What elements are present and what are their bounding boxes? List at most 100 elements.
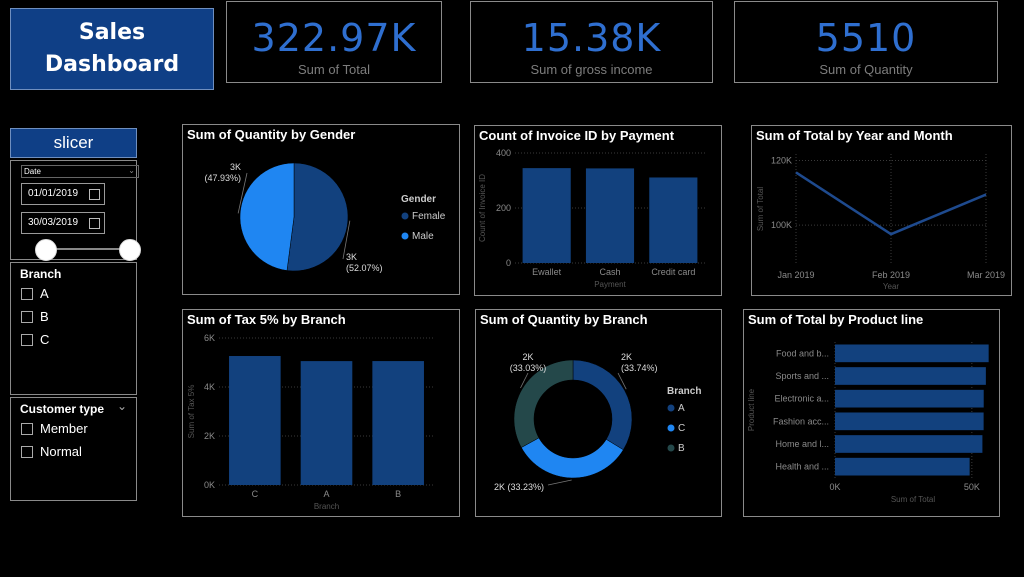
y-tick-label: 6K [204, 333, 215, 343]
customer-type-filter: Customer type ⌄ Member Normal [10, 397, 137, 501]
x-tick-label: Credit card [651, 267, 695, 277]
x-tick-label: Ewallet [532, 267, 562, 277]
date-field-label: Date [24, 167, 41, 176]
legend-label-b: B [678, 443, 685, 454]
bar-b [372, 361, 424, 485]
branch-filter-title: Branch [20, 267, 62, 281]
date-range-end-handle[interactable] [119, 239, 141, 261]
branch-c-label[interactable]: C [40, 332, 50, 347]
pie-slice-female [286, 162, 349, 272]
date-range-track[interactable] [45, 248, 129, 250]
branch-filter: Branch A B C [10, 262, 137, 395]
bar-product-3 [835, 412, 984, 431]
data-label-b: 2K (33.03%) [510, 352, 547, 373]
x-tick-label: B [395, 489, 401, 499]
start-date-input[interactable]: 01/01/2019 [21, 183, 105, 205]
x-axis-label: Sum of Total [891, 495, 936, 504]
date-range-start-handle[interactable] [35, 239, 57, 261]
bar-product-5 [835, 457, 970, 476]
bar-ewallet [522, 168, 571, 263]
payment-bar-panel[interactable]: Count of Invoice ID by Payment 0 200 400 Ew… [474, 125, 722, 296]
branch-b-checkbox[interactable] [21, 311, 33, 323]
pie-slice-a [572, 359, 633, 451]
y-axis-label: Product line [747, 388, 756, 431]
data-label-leader [237, 172, 248, 214]
tax-bar-chart[interactable]: 0K 2K 4K 6K C A B Branch Sum of Tax 5% [183, 310, 459, 516]
date-slicer: Date ⌄ 01/01/2019 30/03/2019 [10, 160, 141, 261]
legend-label-male: Male [412, 231, 434, 242]
branch-donut-panel[interactable]: Sum of Quantity by Branch 2K (33.74%) 2K (… [475, 309, 722, 517]
bar-product-2 [835, 389, 984, 408]
legend-marker-female [401, 212, 409, 220]
bar-cash [585, 168, 635, 263]
pie-slice-b [513, 359, 574, 448]
calendar-icon[interactable] [89, 189, 100, 200]
dashboard-title-line2: Dashboard [44, 52, 180, 77]
normal-checkbox[interactable] [21, 446, 33, 458]
y-tick-label: 100K [771, 220, 792, 230]
y-tick-label: 400 [496, 148, 511, 158]
date-field-dropdown[interactable]: Date ⌄ [21, 165, 139, 178]
x-tick-label: 50K [964, 482, 980, 492]
dashboard-title: Sales Dashboard [45, 17, 179, 81]
kpi-label-total: Sum of Total [297, 62, 371, 77]
x-tick-label: 0K [829, 482, 840, 492]
y-tick-label: Sports and ... [775, 371, 829, 381]
branch-c-checkbox[interactable] [21, 334, 33, 346]
y-tick-label: Electronic a... [774, 394, 829, 404]
y-axis-label: Sum of Total [756, 187, 765, 232]
x-axis-label: Year [883, 282, 900, 291]
gender-pie-panel[interactable]: Sum of Quantity by Gender 3K (52.07%) 3K (4… [182, 124, 460, 295]
end-date-input[interactable]: 30/03/2019 [21, 212, 105, 234]
legend-marker-a [667, 404, 675, 412]
dashboard-title-box: Sales Dashboard [10, 8, 214, 90]
tax-bar-panel[interactable]: Sum of Tax 5% by Branch 0K 2K 4K 6K C A B Branc… [182, 309, 460, 517]
legend-title: Gender [401, 194, 436, 205]
bar-product-4 [835, 435, 983, 453]
branch-donut-title: Sum of Quantity by Branch [480, 312, 648, 327]
branch-a-label[interactable]: A [40, 286, 49, 301]
branch-donut-chart[interactable]: 2K (33.74%) 2K (33.23%) 2K (33.03%) Branch ACB [476, 310, 721, 516]
legend-title: Branch [667, 386, 701, 397]
product-bar-chart[interactable]: 0K 50K Food and b... Sports and ... Electron… [744, 310, 999, 516]
gender-pie-chart[interactable]: 3K (52.07%) 3K (47.93%) Gender Female Male [183, 125, 459, 294]
product-bar-panel[interactable]: Sum of Total by Product line 0K 50K Food a… [743, 309, 1000, 517]
data-label-leader [547, 479, 572, 486]
branch-b-label[interactable]: B [40, 309, 49, 324]
data-label-a: 2K (33.74%) [621, 352, 658, 373]
kpi-value-gross-income: 15.38K [521, 16, 662, 60]
total-line-panel[interactable]: Sum of Total by Year and Month 100K 120K J… [751, 125, 1012, 296]
end-date-value: 30/03/2019 [28, 217, 79, 228]
kpi-card-gross-income[interactable]: 15.38K Sum of gross income [470, 1, 713, 83]
x-tick-label: Feb 2019 [872, 270, 910, 280]
legend-marker-c [667, 424, 675, 432]
branch-a-checkbox[interactable] [21, 288, 33, 300]
legend-label-female: Female [412, 211, 446, 222]
member-label[interactable]: Member [40, 421, 88, 436]
y-axis-label: Sum of Tax 5% [187, 385, 196, 439]
x-tick-label: Jan 2019 [777, 270, 814, 280]
chevron-down-icon[interactable]: ⌄ [116, 399, 127, 413]
bar-product-1 [835, 367, 986, 385]
payment-bar-title: Count of Invoice ID by Payment [479, 128, 675, 143]
start-date-value: 01/01/2019 [28, 188, 79, 199]
line-series-total [795, 171, 987, 236]
product-bar-title: Sum of Total by Product line [748, 312, 924, 327]
x-tick-label: Cash [599, 267, 620, 277]
x-tick-label: Mar 2019 [967, 270, 1005, 280]
normal-label[interactable]: Normal [40, 444, 82, 459]
calendar-icon[interactable] [89, 218, 100, 229]
kpi-card-quantity[interactable]: 5510 Sum of Quantity [734, 1, 998, 83]
bar-credit-card [649, 177, 698, 263]
tax-bar-title: Sum of Tax 5% by Branch [187, 312, 346, 327]
legend-label-c: C [678, 423, 685, 434]
kpi-card-total[interactable]: 322.97K Sum of Total [226, 1, 442, 83]
x-tick-label: A [323, 489, 329, 499]
y-tick-label: Food and b... [776, 348, 829, 358]
pie-slice-c [521, 437, 624, 479]
kpi-value-total: 322.97K [251, 16, 417, 60]
member-checkbox[interactable] [21, 423, 33, 435]
chevron-down-icon: ⌄ [128, 166, 135, 175]
